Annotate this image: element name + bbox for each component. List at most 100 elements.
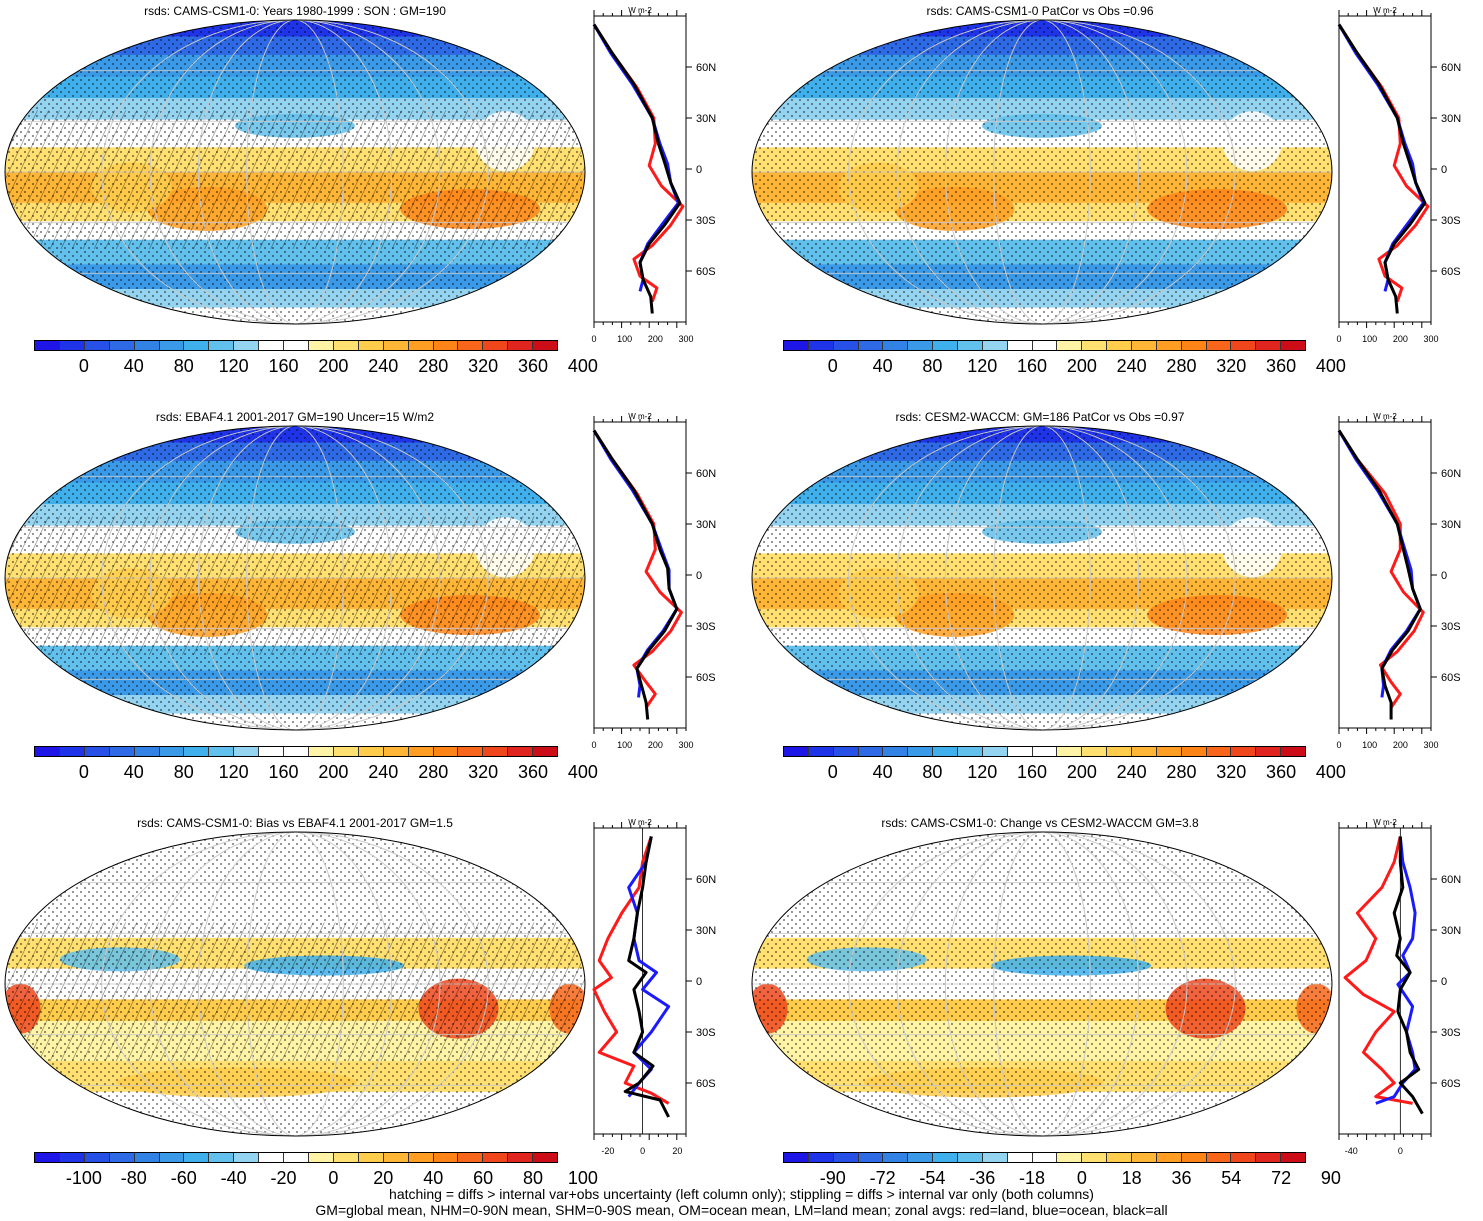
zonal-line-ocean (627, 836, 671, 1098)
zonal-line-ocean (592, 23, 680, 292)
colorbar-swatch (858, 1153, 884, 1162)
colorbar-tick-label: 120 (967, 356, 998, 376)
colorbar-labels: 0 40 80 120 160 200 240 280 320 360 400 (34, 356, 598, 378)
lat-tick-label: 0 (1441, 164, 1447, 176)
colorbar-tick-label: 120 (218, 356, 249, 376)
colorbar-tick-label: 36 (1171, 1168, 1192, 1188)
colorbar-tick-label: 240 (368, 762, 399, 782)
zonal-units: W m-2 (628, 6, 652, 15)
colorbar-swatch (159, 1153, 185, 1162)
colorbar-tick-label: 160 (268, 762, 299, 782)
colorbar-swatch (383, 747, 409, 756)
colorbar-swatch (159, 341, 185, 350)
colorbar-swatch (1057, 341, 1083, 350)
colorbar-swatch (458, 747, 484, 756)
lat-tick-label: 0 (1441, 570, 1447, 582)
lat-tick-label: 0 (696, 164, 702, 176)
zonal-line-land (1337, 23, 1430, 303)
colorbar-tick-label: 60 (473, 1168, 494, 1188)
zonal-line-land (1343, 836, 1413, 1105)
lat-tick-label: 60S (696, 1078, 716, 1090)
colorbar-swatch (234, 747, 260, 756)
colorbar-swatch (958, 1153, 983, 1162)
x-tick-label: 20 (672, 1146, 682, 1156)
colorbar-tick-label: 240 (1116, 762, 1147, 782)
colorbar-swatch (784, 747, 809, 756)
colorbar-swatch (333, 747, 359, 756)
colorbar-tick-label: 400 (1315, 356, 1346, 376)
colorbar-swatch (1082, 747, 1108, 756)
colorbar-tick-label: 240 (1116, 356, 1147, 376)
colorbar-tick-label: -80 (120, 1168, 147, 1188)
colorbar-swatch (1107, 341, 1133, 350)
colorbar (783, 1152, 1306, 1163)
colorbar-swatch (209, 341, 235, 350)
colorbar-tick-label: 90 (1320, 1168, 1341, 1188)
colorbar-swatch (433, 1153, 459, 1162)
lat-tick-label: 60N (1441, 468, 1461, 480)
x-tick-label: 100 (1362, 740, 1377, 750)
colorbar-swatch (508, 341, 534, 350)
colorbar-swatch (1007, 1153, 1033, 1162)
colorbar-swatch (1057, 1153, 1083, 1162)
zonal-units: W m-2 (1373, 412, 1397, 421)
colorbar-swatch (84, 747, 110, 756)
map-outline (751, 19, 1333, 325)
colorbar-swatch (958, 341, 983, 350)
colorbar-swatch (1181, 1153, 1207, 1162)
panel-patcor-model: rsds: CAMS-CSM1-0 PatCor vs Obs =0.96 0 4… (745, 0, 1483, 395)
panel-climatology-model: rsds: CAMS-CSM1-0: Years 1980-1999 : SON… (0, 0, 740, 395)
colorbar-tick-label: -90 (819, 1168, 846, 1188)
colorbar-swatch (308, 747, 334, 756)
panel-change: rsds: CAMS-CSM1-0: Change vs CESM2-WACCM… (745, 812, 1483, 1192)
colorbar-swatch (883, 747, 909, 756)
colorbar-swatch (483, 747, 509, 756)
colorbar-swatch (1132, 747, 1157, 756)
colorbar-swatch (284, 341, 309, 350)
x-tick-label: 100 (617, 334, 632, 344)
colorbar-tick-label: 280 (1166, 762, 1197, 782)
colorbar-swatch (784, 341, 809, 350)
colorbar-swatch (1107, 1153, 1133, 1162)
world-map (4, 425, 586, 731)
panel-reference-model: rsds: CESM2-WACCM: GM=186 PatCor vs Obs … (745, 406, 1483, 801)
zonal-units: W m-2 (1373, 818, 1397, 827)
colorbar-swatch (1231, 747, 1257, 756)
colorbar-swatch (284, 1153, 309, 1162)
panel-observations: rsds: EBAF4.1 2001-2017 GM=190 Uncer=15 … (0, 406, 740, 801)
x-tick-label: 0 (640, 1146, 645, 1156)
colorbar-swatch (933, 341, 959, 350)
colorbar-swatch (933, 1153, 959, 1162)
colorbar-tick-label: 80 (922, 762, 943, 782)
colorbar-swatch (333, 1153, 359, 1162)
colorbar-swatch (1281, 747, 1306, 756)
colorbar-swatch (858, 341, 884, 350)
zonal-mean-plot: W m-2 60N 30N 0 30S 60S 0 100 200 300 (591, 6, 716, 344)
colorbar-swatch (1007, 341, 1033, 350)
colorbar-swatch (35, 747, 60, 756)
x-tick-label: 300 (1423, 740, 1438, 750)
colorbar-swatch (533, 341, 558, 350)
colorbar-tick-label: 40 (872, 356, 893, 376)
colorbar-swatch (833, 747, 859, 756)
lat-tick-label: 30S (696, 621, 716, 633)
colorbar-swatch (982, 747, 1008, 756)
colorbar-labels: -100 -80 -60 -40 -20 0 20 40 60 80 100 (34, 1168, 598, 1190)
zonal-mean-plot: W m-2 60N 30N 0 30S 60S 0 100 200 300 (1336, 6, 1461, 344)
colorbar-swatch (109, 1153, 135, 1162)
colorbar-tick-label: 280 (1166, 356, 1197, 376)
zonal-mean-plot: W m-2 60N 30N 0 30S 60S -40 0 (1338, 818, 1461, 1156)
zonal-line-all (592, 23, 682, 314)
lat-tick-label: 0 (1441, 976, 1447, 988)
map-outline (751, 831, 1333, 1137)
lat-tick-label: 60S (1441, 1078, 1461, 1090)
zonal-line-all (1337, 429, 1422, 720)
colorbar-swatch (808, 341, 834, 350)
colorbar-swatch (982, 1153, 1008, 1162)
x-tick-label: 200 (1393, 334, 1408, 344)
colorbar-swatch (433, 747, 459, 756)
colorbar-swatch (383, 341, 409, 350)
panel-bias: rsds: CAMS-CSM1-0: Bias vs EBAF4.1 2001-… (0, 812, 740, 1192)
colorbar-tick-label: 200 (318, 762, 349, 782)
colorbar-tick-label: 0 (78, 762, 89, 782)
